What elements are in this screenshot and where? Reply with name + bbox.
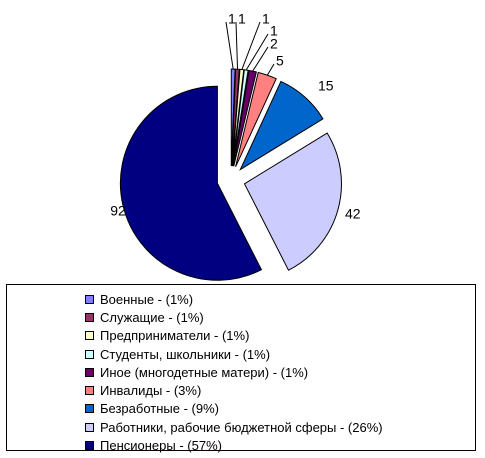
pie-slice	[231, 68, 245, 167]
pie-slice	[233, 69, 257, 167]
pie-slice	[231, 68, 240, 167]
data-label: 15	[318, 78, 334, 94]
legend-swatch	[85, 294, 94, 304]
legend-label: Иное (многодетные матери) - (1%)	[100, 364, 309, 380]
leader-line	[245, 33, 269, 71]
legend-item: Предприниматели - (1%)	[85, 327, 475, 345]
pie-slice	[243, 132, 342, 271]
data-label: 92	[110, 203, 126, 219]
legend-label: Пенсионеры - (57%)	[100, 438, 222, 454]
legend-label: Безработные - (9%)	[100, 401, 219, 417]
legend-item: Иное (многодетные матери) - (1%)	[85, 363, 475, 381]
legend: Военные - (1%) Служащие - (1%) Предпринима…	[6, 284, 476, 454]
leader-line	[225, 21, 234, 70]
legend-label: Студенты, школьники - (1%)	[100, 346, 271, 362]
pie-slice	[232, 69, 249, 167]
legend-label: Служащие - (1%)	[100, 309, 204, 325]
legend-item: Служащие - (1%)	[85, 308, 475, 326]
data-label: 1	[270, 23, 278, 39]
legend-swatch	[85, 386, 94, 396]
leader-line	[266, 63, 275, 76]
legend-swatch	[85, 441, 94, 451]
legend-swatch	[85, 331, 94, 341]
data-label: 5	[276, 53, 284, 69]
leader-line	[241, 21, 261, 70]
legend-item: Студенты, школьники - (1%)	[85, 345, 475, 363]
pie-slice	[230, 68, 236, 167]
legend-item: Безработные - (9%)	[85, 400, 475, 418]
legend-swatch	[85, 312, 94, 322]
legend-swatch	[85, 349, 94, 359]
data-label: 1	[238, 11, 246, 27]
legend-label: Работники, рабочие бюджетной сферы - (26…	[100, 419, 383, 435]
legend-item: Военные - (1%)	[85, 290, 475, 308]
data-label: 1	[228, 11, 236, 27]
legend-item: Работники, рабочие бюджетной сферы - (26…	[85, 418, 475, 436]
legend-item: Инвалиды - (3%)	[85, 381, 475, 399]
pie-slice	[239, 80, 324, 171]
legend-label: Инвалиды - (3%)	[100, 383, 202, 399]
legend-label: Предприниматели - (1%)	[100, 328, 250, 344]
data-label: 42	[345, 206, 361, 222]
leader-line	[235, 21, 239, 70]
leader-line	[252, 46, 269, 72]
legend-swatch	[85, 422, 94, 432]
legend-swatch	[85, 404, 94, 414]
legend-item: Пенсионеры - (57%)	[85, 436, 475, 454]
legend-swatch	[85, 367, 94, 377]
data-label: 2	[270, 36, 278, 52]
data-label: 1	[262, 11, 270, 27]
pie-slice	[119, 85, 263, 281]
legend-label: Военные - (1%)	[100, 291, 194, 307]
